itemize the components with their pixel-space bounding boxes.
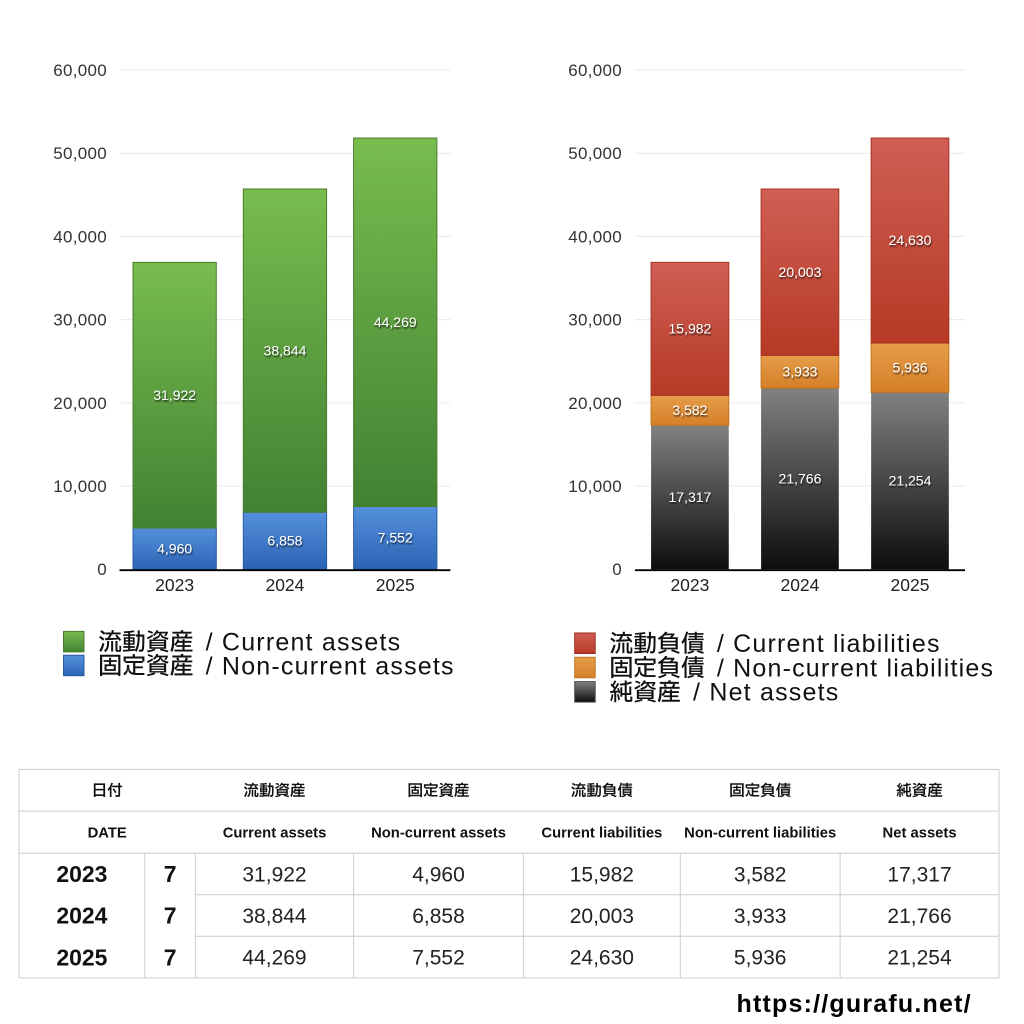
svg-text:Current assets: Current assets [223,825,327,841]
svg-text:3,582: 3,582 [672,402,707,418]
svg-text:30,000: 30,000 [53,311,107,330]
svg-text:17,317: 17,317 [887,864,951,887]
svg-text:/ Current liabilities: / Current liabilities [709,630,941,658]
svg-text:31,922: 31,922 [153,387,196,403]
svg-text:Non-current liabilities: Non-current liabilities [684,825,836,841]
svg-text:2023: 2023 [155,575,194,595]
svg-text:20,000: 20,000 [568,394,622,413]
svg-text:4,960: 4,960 [157,540,192,556]
svg-text:21,254: 21,254 [889,473,932,489]
svg-text:Current liabilities: Current liabilities [541,825,662,841]
svg-text:7: 7 [164,903,177,929]
svg-text:20,003: 20,003 [570,905,634,928]
svg-text:6,858: 6,858 [267,532,302,548]
svg-text:3,933: 3,933 [734,905,787,928]
svg-text:Non-current assets: Non-current assets [371,825,506,841]
svg-text:Net assets: Net assets [883,825,957,841]
svg-text:2023: 2023 [56,861,107,887]
svg-text:7: 7 [164,944,177,970]
svg-text:5,936: 5,936 [892,359,927,375]
svg-text:7: 7 [164,861,177,887]
svg-text:DATE: DATE [88,825,127,841]
svg-text:/ Non-current assets: / Non-current assets [198,652,455,680]
svg-text:10,000: 10,000 [568,477,622,496]
svg-text:10,000: 10,000 [53,477,107,496]
svg-text:4,960: 4,960 [412,864,465,887]
svg-text:24,630: 24,630 [570,947,634,970]
svg-text:2025: 2025 [376,575,415,595]
svg-text:15,982: 15,982 [669,321,712,337]
svg-text:2024: 2024 [265,575,304,595]
svg-text:/ Non-current liabilities: / Non-current liabilities [709,654,994,682]
svg-text:/ Current assets: / Current assets [198,629,402,657]
svg-text:44,269: 44,269 [242,947,306,970]
svg-text:44,269: 44,269 [374,314,417,330]
svg-text:2024: 2024 [56,903,107,929]
svg-text:3,582: 3,582 [734,864,787,887]
svg-text:7,552: 7,552 [378,530,413,546]
svg-text:24,630: 24,630 [889,232,932,248]
svg-text:60,000: 60,000 [568,61,622,80]
svg-text:3,933: 3,933 [782,364,817,380]
svg-text:40,000: 40,000 [568,227,622,246]
svg-text:38,844: 38,844 [264,342,307,358]
svg-text:60,000: 60,000 [53,61,107,80]
svg-text:0: 0 [97,560,107,579]
svg-text:20,000: 20,000 [53,394,107,413]
svg-text:30,000: 30,000 [568,311,622,330]
svg-text:15,982: 15,982 [570,864,634,887]
svg-text:20,003: 20,003 [779,264,822,280]
svg-text:40,000: 40,000 [53,227,107,246]
svg-text:2025: 2025 [56,944,107,970]
svg-text:50,000: 50,000 [568,144,622,163]
svg-text:38,844: 38,844 [242,905,307,928]
svg-text:2025: 2025 [891,575,930,595]
svg-text:50,000: 50,000 [53,144,107,163]
svg-text:7,552: 7,552 [412,947,465,970]
svg-text:21,254: 21,254 [887,947,952,970]
svg-text:6,858: 6,858 [412,905,465,928]
svg-text:5,936: 5,936 [734,947,787,970]
svg-text:/ Net assets: / Net assets [685,679,840,707]
svg-text:2023: 2023 [670,575,709,595]
svg-text:2024: 2024 [780,575,819,595]
svg-text:https://gurafu.net/: https://gurafu.net/ [737,990,972,1018]
svg-text:21,766: 21,766 [887,905,951,928]
svg-text:31,922: 31,922 [242,864,306,887]
svg-text:0: 0 [612,560,622,579]
svg-text:21,766: 21,766 [779,470,822,486]
svg-text:17,317: 17,317 [669,489,712,505]
